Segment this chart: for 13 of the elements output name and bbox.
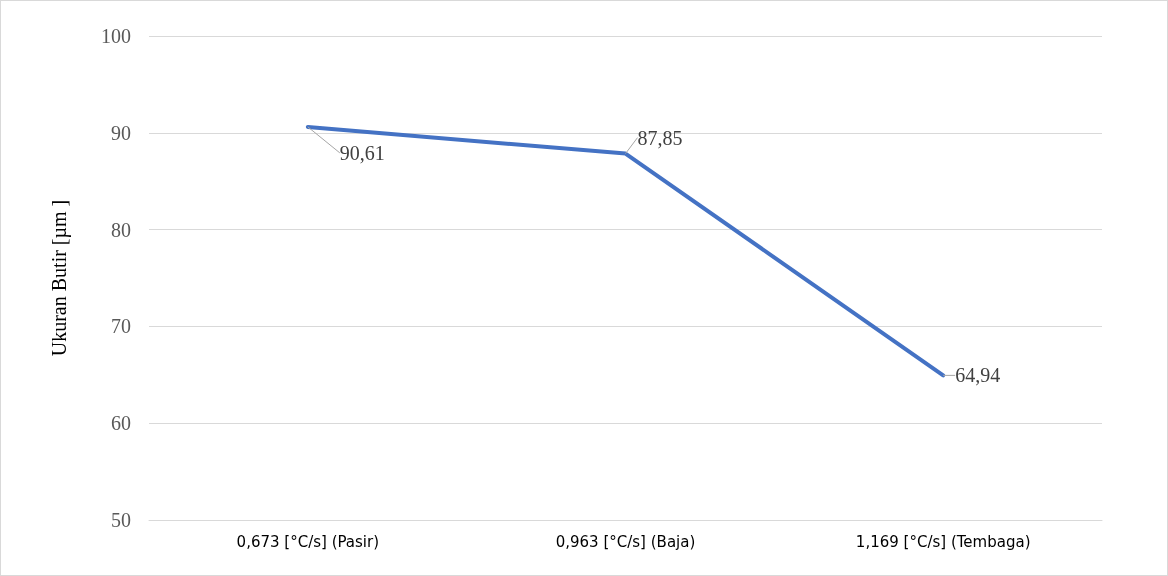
y-tick-label: 90 — [111, 121, 131, 144]
data-label: 64,94 — [955, 364, 1001, 387]
y-tick-label: 60 — [111, 412, 131, 435]
x-tick-label: 0,673 [°C/s] (Pasir) — [236, 532, 380, 551]
data-label: 87,85 — [637, 126, 683, 149]
data-label: 90,61 — [339, 141, 385, 164]
x-tick-label: 0,963 [°C/s] (Baja) — [555, 532, 696, 551]
x-tick-label: 1,169 [°C/s] (Tembaga) — [855, 532, 1031, 551]
y-tick-label: 80 — [111, 218, 131, 241]
y-tick-label: 50 — [111, 509, 131, 531]
y-tick-label: 70 — [111, 315, 131, 338]
y-tick-label: 100 — [101, 25, 131, 47]
y-axis-title: Ukuran Butir [µm ] — [48, 199, 71, 357]
